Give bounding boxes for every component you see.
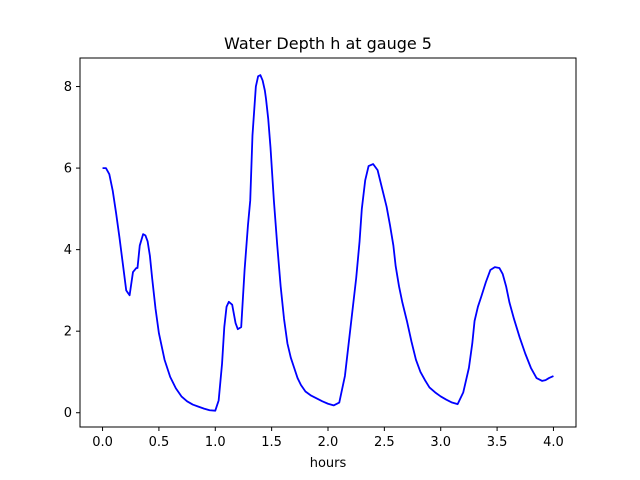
- x-tick-label: 3.5: [487, 435, 508, 450]
- y-tick-label: 2: [64, 325, 72, 340]
- y-tick-label: 4: [64, 243, 72, 258]
- y-tick-label: 6: [64, 162, 72, 177]
- x-tick-label: 1.0: [205, 435, 226, 450]
- series-line-0: [102, 74, 554, 412]
- x-tick-label: 2.0: [318, 435, 339, 450]
- chart-title: Water Depth h at gauge 5: [224, 34, 432, 53]
- y-tick-label: 0: [64, 406, 72, 421]
- y-tick-label: 8: [64, 80, 72, 95]
- x-tick-label: 0.5: [149, 435, 170, 450]
- x-tick-label: 2.5: [374, 435, 395, 450]
- x-axis-label: hours: [310, 456, 347, 471]
- y-axis: 0 2 4 6 8: [64, 80, 80, 421]
- x-tick-label: 4.0: [543, 435, 564, 450]
- plot-area: [102, 74, 554, 412]
- x-tick-label: 1.5: [261, 435, 282, 450]
- x-axis: 0.0 0.5 1.0 1.5 2.0 2.5 3.0 3.5 4.0: [92, 427, 564, 450]
- x-tick-label: 0.0: [92, 435, 113, 450]
- x-tick-label: 3.0: [430, 435, 451, 450]
